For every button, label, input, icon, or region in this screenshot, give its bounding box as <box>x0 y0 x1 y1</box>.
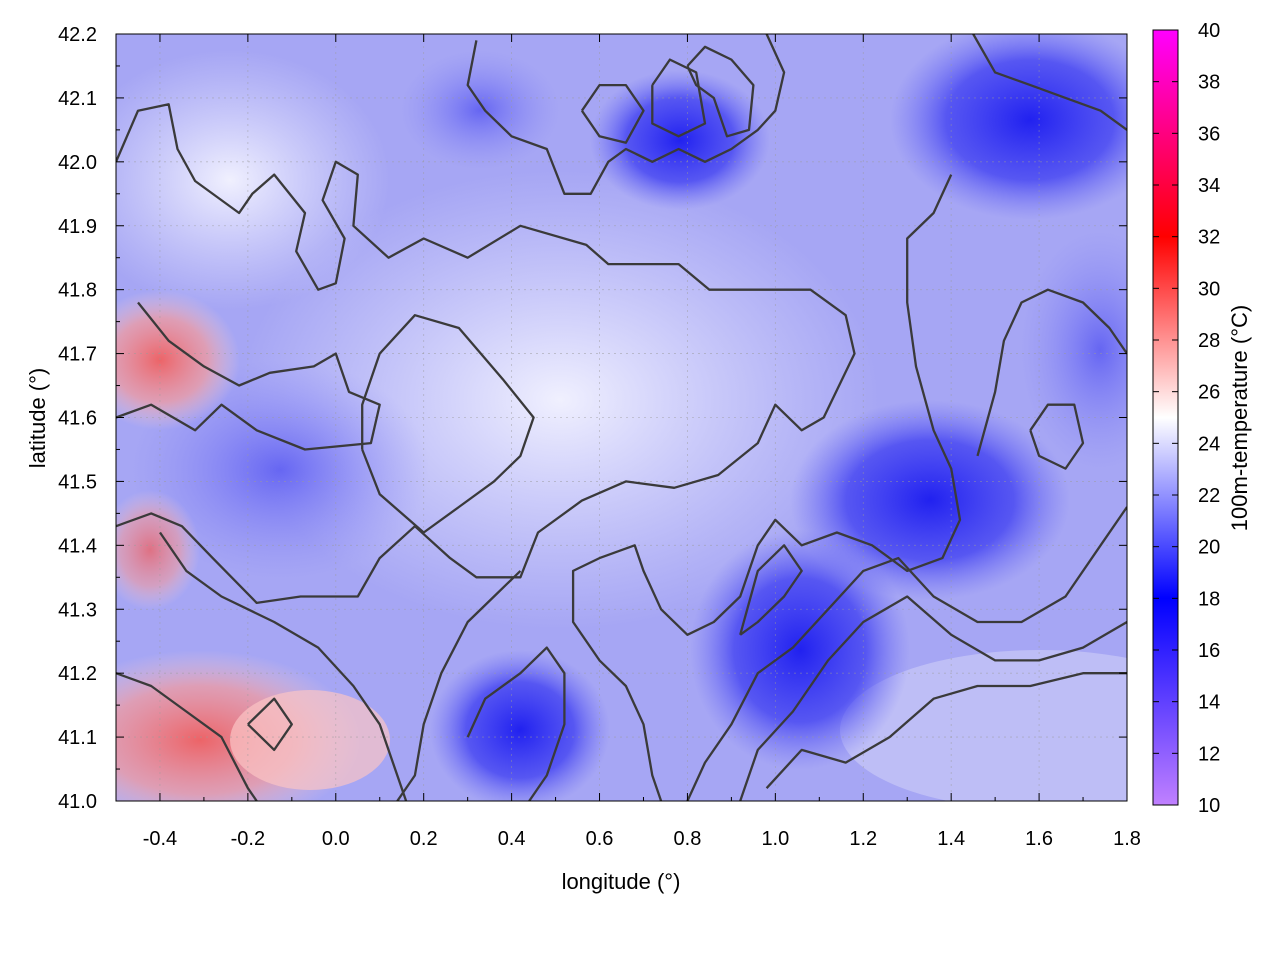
plot-grid <box>116 34 1127 801</box>
contour-line-3 <box>466 34 786 195</box>
colorbar-tick-label: 36 <box>1198 123 1220 145</box>
contour-line-9 <box>686 506 1127 801</box>
colorbar-tick-label: 26 <box>1198 382 1220 404</box>
colorbar-tick-label: 14 <box>1198 692 1220 714</box>
colorbar-tick-label: 12 <box>1198 743 1220 765</box>
y-axis-label: latitude (°) <box>25 368 50 469</box>
colorbar-gradient <box>1153 30 1178 805</box>
x-tick-label: 0.8 <box>674 828 702 850</box>
contour-line-18 <box>116 672 258 801</box>
y-tick-label: 41.1 <box>58 727 97 749</box>
y-tick-label: 41.5 <box>58 471 97 493</box>
contour-line-15 <box>466 646 566 801</box>
contour-line-7 <box>972 34 1127 131</box>
y-tick-label: 42.2 <box>58 24 97 46</box>
y-tick-label: 41.3 <box>58 599 97 621</box>
x-tick-label: 0.0 <box>322 828 350 850</box>
colorbar-tick-label: 10 <box>1198 795 1220 817</box>
x-tick-label: 1.6 <box>1025 828 1053 850</box>
colorbar-tick-label: 18 <box>1198 588 1220 610</box>
colorbar-tick-label: 20 <box>1198 537 1220 559</box>
contour-line-17 <box>247 697 293 752</box>
contour-line-19 <box>159 531 408 801</box>
x-tick-label: 0.6 <box>586 828 614 850</box>
contour-line-2 <box>361 314 535 534</box>
colorbar-tick-label: 24 <box>1198 433 1220 455</box>
contour-line-8 <box>571 174 962 801</box>
contour-line-6 <box>686 45 755 138</box>
colorbar-label: 100m-temperature (°C) <box>1227 305 1252 531</box>
contour-line-11 <box>765 672 1127 789</box>
contour-lines <box>116 34 1127 801</box>
contour-line-16 <box>396 570 522 801</box>
colorbar-tick-label: 22 <box>1198 485 1220 507</box>
colorbar-tick-label: 40 <box>1198 20 1220 42</box>
y-tick-label: 41.9 <box>58 216 97 238</box>
x-axis-label: longitude (°) <box>562 869 681 894</box>
x-tick-label: 1.0 <box>761 828 789 850</box>
contour-line-4 <box>651 58 707 138</box>
y-axis: 41.0 41.1 41.2 41.3 41.4 41.5 41.6 41.7 41.8 41.9… <box>58 24 1127 813</box>
heatmap-field <box>116 34 1127 801</box>
x-tick-label: -0.2 <box>231 828 265 850</box>
y-tick-label: 42.1 <box>58 88 97 110</box>
colorbar-tick-label: 34 <box>1198 175 1220 197</box>
contour-line-13 <box>976 288 1127 457</box>
colorbar-tick-label: 32 <box>1198 227 1220 249</box>
contour-line-5 <box>580 83 645 144</box>
colorbar-tick-label: 38 <box>1198 72 1220 94</box>
x-tick-label: 0.4 <box>498 828 526 850</box>
y-tick-label: 41.7 <box>58 344 97 366</box>
contour-line-10 <box>739 595 1127 801</box>
contour-line-14 <box>1029 403 1085 470</box>
x-tick-label: 1.4 <box>937 828 965 850</box>
y-tick-label: 41.0 <box>58 791 97 813</box>
colorbar-tick-label: 30 <box>1198 278 1220 300</box>
y-tick-label: 41.4 <box>58 535 97 557</box>
colorbar-tick-label: 28 <box>1198 330 1220 352</box>
colorbar: 10 12 14 16 18 20 22 24 26 28 30 32 34 36 38 40 100m-te… <box>1152 20 1252 817</box>
y-tick-label: 42.0 <box>58 152 97 174</box>
y-tick-label: 41.8 <box>58 280 97 302</box>
colorbar-tick-label: 16 <box>1198 640 1220 662</box>
colorbar-frame <box>1152 29 1179 806</box>
x-tick-label: 1.2 <box>849 828 877 850</box>
y-tick-label: 41.6 <box>58 408 97 430</box>
colorbar-ticks: 10 12 14 16 18 20 22 24 26 28 30 32 34 36 38 40 <box>1153 20 1220 817</box>
x-tick-label: 0.2 <box>410 828 438 850</box>
x-tick-label: 1.8 <box>1113 828 1141 850</box>
contour-line-12 <box>739 544 803 636</box>
x-tick-label: -0.4 <box>143 828 177 850</box>
x-axis: -0.4 -0.2 0.0 0.2 0.4 0.6 0.8 1.0 1.2 1.4 1.6 1.8 <box>143 34 1141 850</box>
y-tick-label: 41.2 <box>58 663 97 685</box>
